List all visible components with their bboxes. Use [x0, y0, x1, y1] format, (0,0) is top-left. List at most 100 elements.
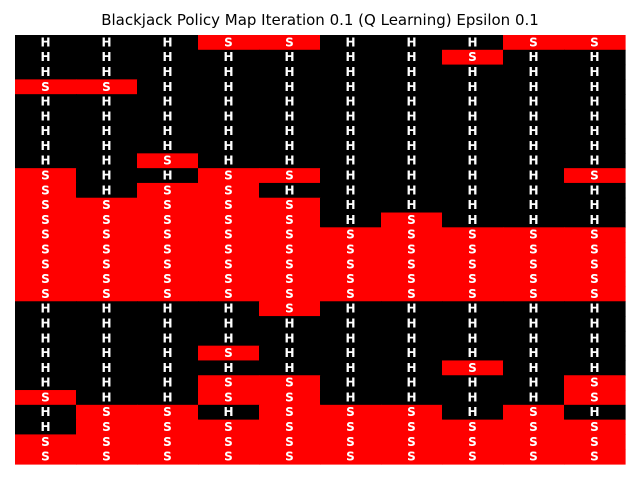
cell-label-r20-c5: H: [345, 331, 355, 345]
cell-label-r16-c3: S: [224, 272, 233, 286]
cell-label-r10-c5: H: [345, 183, 355, 197]
heatmap-cell-r9-c9: [564, 168, 626, 184]
cell-label-r26-c4: S: [285, 420, 294, 434]
heatmap-cell-r19-c9: [564, 316, 626, 332]
cell-label-r9-c0: S: [41, 169, 50, 183]
cell-label-r27-c6: S: [407, 435, 416, 449]
cell-label-r8-c5: H: [345, 154, 355, 168]
heatmap-cell-r5-c4: [259, 108, 321, 125]
cell-label-r1-c4: H: [284, 50, 294, 64]
cell-label-r5-c1: H: [101, 109, 111, 123]
cell-label-r16-c5: S: [346, 272, 355, 286]
heatmap-cell-r28-c9: [564, 449, 626, 465]
cell-label-r14-c4: S: [285, 243, 294, 257]
cell-label-r16-c2: S: [163, 272, 172, 286]
heatmap-cell-r26-c9: [564, 419, 626, 436]
cell-label-r0-c8: S: [529, 35, 538, 49]
cell-label-r21-c6: H: [406, 346, 416, 360]
cell-label-r15-c7: S: [468, 257, 477, 271]
heatmap-cell-r8-c4: [259, 153, 321, 169]
heatmap-cell-r27-c2: [137, 434, 199, 450]
heatmap-cell-r13-c6: [381, 227, 443, 243]
heatmap-cell-r24-c8: [503, 390, 565, 406]
heatmap-cell-r27-c7: [442, 434, 504, 450]
cell-label-r1-c6: H: [406, 50, 416, 64]
cell-label-r23-c6: H: [406, 376, 416, 390]
heatmap-cell-r11-c1: [76, 197, 138, 214]
cell-label-r13-c3: S: [224, 228, 233, 242]
heatmap-cell-r6-c4: [259, 123, 321, 140]
cell-label-r23-c0: H: [40, 376, 50, 390]
heatmap-cell-r26-c1: [76, 419, 138, 436]
heatmap-cell-r5-c6: [381, 108, 443, 125]
heatmap-cell-r16-c1: [76, 271, 138, 288]
heatmap-cell-r9-c5: [320, 168, 382, 184]
heatmap-cell-r1-c8: [503, 49, 565, 66]
heatmap-cell-r7-c6: [381, 138, 443, 154]
cell-label-r11-c8: H: [528, 198, 538, 212]
heatmap-cell-r27-c4: [259, 434, 321, 450]
heatmap-cell-r16-c7: [442, 271, 504, 288]
cell-label-r3-c7: H: [467, 80, 477, 94]
heatmap-cell-r8-c3: [198, 153, 260, 169]
cell-label-r21-c1: H: [101, 346, 111, 360]
heatmap-cell-r19-c5: [320, 316, 382, 332]
heatmap-cell-r2-c3: [198, 64, 260, 80]
cell-label-r20-c4: H: [284, 331, 294, 345]
heatmap-cell-r3-c3: [198, 79, 260, 95]
cell-label-r13-c4: S: [285, 228, 294, 242]
heatmap-cell-r4-c6: [381, 94, 443, 110]
cell-label-r26-c7: S: [468, 420, 477, 434]
cell-label-r17-c9: S: [590, 287, 599, 301]
cell-label-r10-c3: S: [224, 183, 233, 197]
cell-label-r27-c1: S: [102, 435, 111, 449]
heatmap-cell-r20-c0: [15, 330, 77, 347]
heatmap-cell-r11-c7: [442, 197, 504, 214]
cell-label-r25-c4: S: [285, 405, 294, 419]
cell-label-r10-c6: H: [406, 183, 416, 197]
heatmap-cell-r26-c3: [198, 419, 260, 436]
heatmap-cell-r1-c9: [564, 49, 626, 66]
heatmap-cell-r28-c7: [442, 449, 504, 465]
heatmap-cell-r12-c1: [76, 212, 138, 228]
heatmap-cell-r4-c7: [442, 94, 504, 110]
cell-label-r26-c1: S: [102, 420, 111, 434]
heatmap-cell-r19-c4: [259, 316, 321, 332]
cell-label-r17-c2: S: [163, 287, 172, 301]
cell-label-r2-c7: H: [467, 65, 477, 79]
heatmap-cell-r14-c7: [442, 242, 504, 258]
heatmap-cell-r25-c7: [442, 404, 504, 421]
heatmap-cell-r10-c4: [259, 182, 321, 199]
cell-label-r13-c0: S: [41, 228, 50, 242]
heatmap-cell-r9-c0: [15, 168, 77, 184]
heatmap-cell-r13-c1: [76, 227, 138, 243]
heatmap-cell-r23-c2: [137, 375, 199, 391]
heatmap-cell-r18-c0: [15, 301, 77, 317]
heatmap-cell-r17-c6: [381, 286, 443, 302]
cell-label-r23-c9: S: [590, 376, 599, 390]
heatmap-cell-r1-c3: [198, 49, 260, 66]
cell-label-r16-c7: S: [468, 272, 477, 286]
heatmap-cell-r1-c5: [320, 49, 382, 66]
heatmap-cell-r10-c6: [381, 182, 443, 199]
cell-label-r24-c6: H: [406, 390, 416, 404]
heatmap-cell-r5-c8: [503, 108, 565, 125]
cell-label-r18-c9: H: [589, 302, 599, 316]
cell-label-r27-c5: S: [346, 435, 355, 449]
heatmap-cell-r21-c5: [320, 345, 382, 362]
cell-label-r25-c3: H: [223, 405, 233, 419]
heatmap-cell-r12-c4: [259, 212, 321, 228]
cell-label-r2-c5: H: [345, 65, 355, 79]
cell-label-r3-c9: H: [589, 80, 599, 94]
heatmap-cell-r6-c1: [76, 123, 138, 140]
heatmap-cell-r4-c4: [259, 94, 321, 110]
cell-label-r12-c1: S: [102, 213, 111, 227]
heatmap-cell-r1-c4: [259, 49, 321, 66]
heatmap-cell-r7-c1: [76, 138, 138, 154]
heatmap-cell-r2-c6: [381, 64, 443, 80]
heatmap-cell-r4-c9: [564, 94, 626, 110]
heatmap-cell-r25-c4: [259, 404, 321, 421]
heatmap-cell-r0-c6: [381, 35, 443, 51]
cell-label-r5-c7: H: [467, 109, 477, 123]
cell-label-r0-c9: S: [590, 35, 599, 49]
